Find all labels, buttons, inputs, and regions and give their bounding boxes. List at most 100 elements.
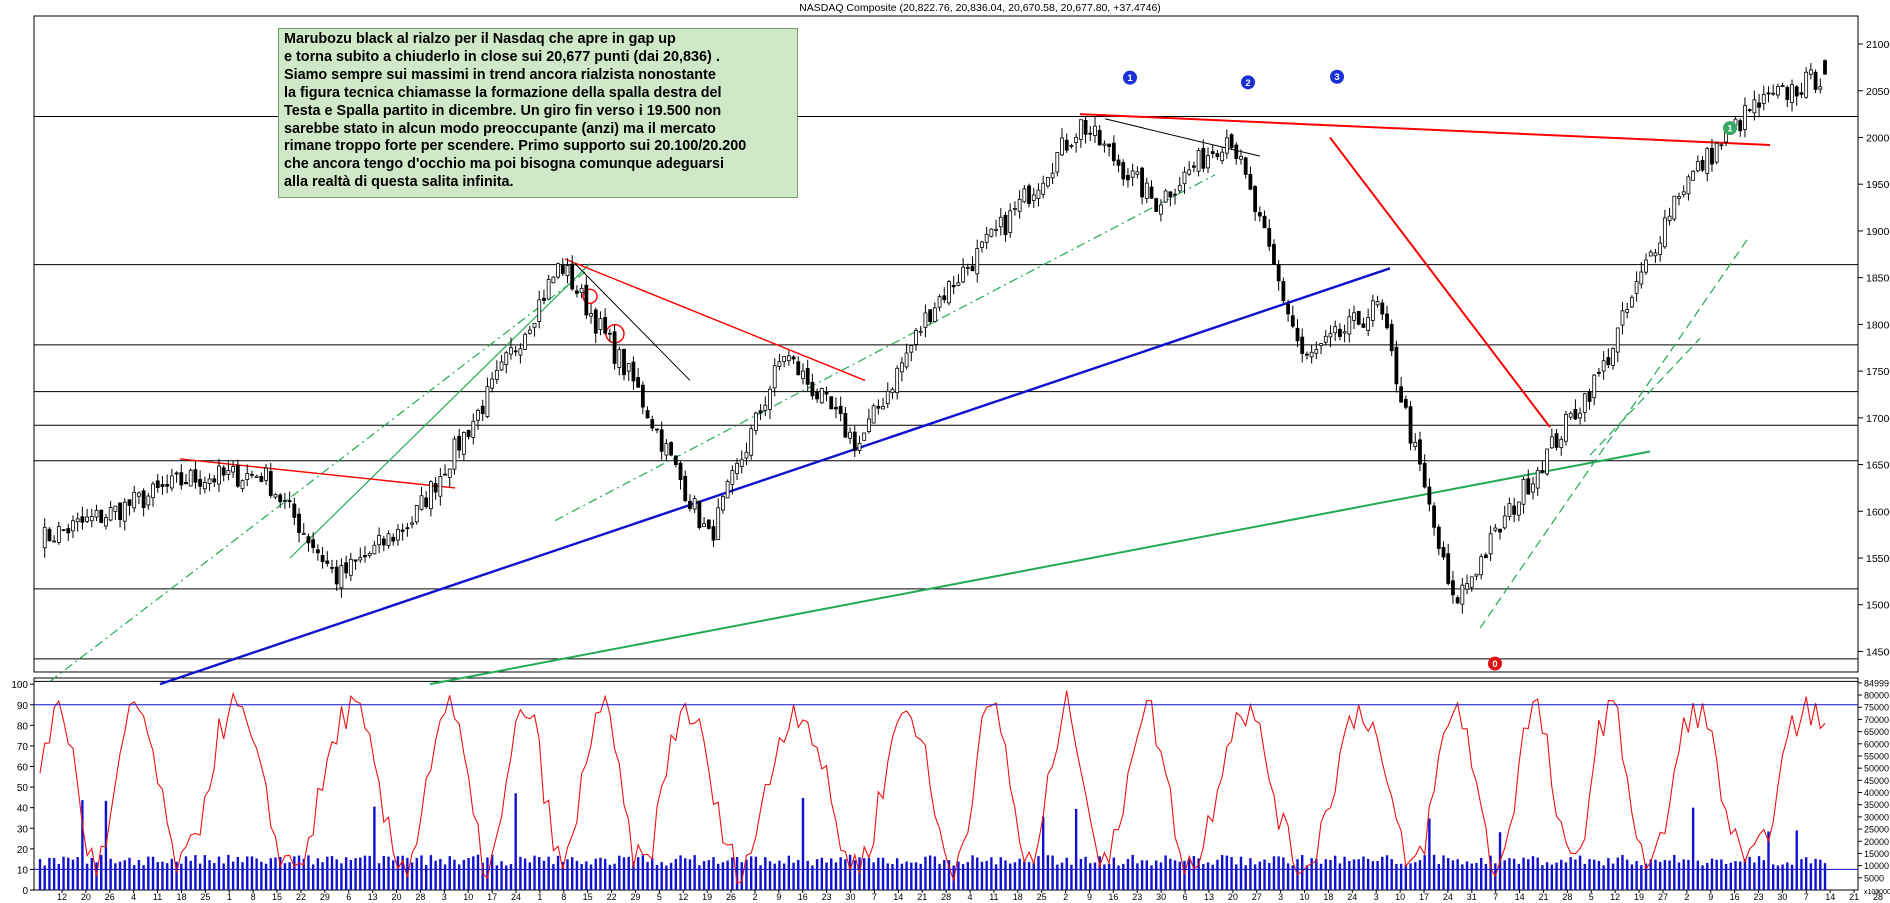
candle-body xyxy=(1045,177,1050,187)
candle-body xyxy=(405,527,410,530)
price-tick-label: 17000 xyxy=(1866,413,1890,425)
price-candles xyxy=(42,59,1827,614)
wave-marker-label: 1 xyxy=(1127,73,1133,84)
volume-bar xyxy=(1164,855,1167,890)
volume-bar xyxy=(651,858,654,890)
candle-body xyxy=(838,405,843,415)
candle-body xyxy=(532,322,537,328)
date-tick-label: 30 xyxy=(846,892,856,902)
volume-bar xyxy=(943,859,946,890)
date-tick-label: 7 xyxy=(1493,892,1498,902)
candle-body xyxy=(245,473,250,480)
candle-body xyxy=(782,356,787,362)
candle-body xyxy=(386,533,391,547)
volume-bar xyxy=(344,857,348,890)
volume-bar xyxy=(123,860,126,890)
volume-bar xyxy=(698,865,701,890)
candle-body xyxy=(1526,478,1531,495)
volume-bar xyxy=(1178,861,1181,890)
volume-bar xyxy=(76,857,79,890)
candle-body xyxy=(104,517,108,527)
note-line: sarebbe stato in alcun modo preoccupante… xyxy=(284,120,716,137)
date-tick-label: 21 xyxy=(917,892,927,902)
volume-bar xyxy=(505,865,508,890)
candle-body xyxy=(1055,152,1060,173)
candle-body xyxy=(71,520,75,532)
candle-body xyxy=(188,469,193,487)
volume-bar xyxy=(580,864,583,890)
volume-bar xyxy=(1541,865,1544,890)
candle-body xyxy=(424,497,429,508)
candle-body xyxy=(1107,143,1112,147)
candle-body xyxy=(1455,597,1460,604)
candle-body xyxy=(1342,331,1347,334)
volume-bar xyxy=(500,861,503,890)
candle-body xyxy=(1375,301,1380,306)
volume-bar xyxy=(1602,865,1605,890)
volume-bar xyxy=(1649,859,1652,890)
candle-body xyxy=(268,471,273,496)
volume-bar xyxy=(1795,830,1798,890)
candle-body xyxy=(306,536,311,544)
candle-body xyxy=(193,469,198,483)
volume-bar xyxy=(1484,863,1488,890)
candle-body xyxy=(810,381,815,397)
volume-bar xyxy=(622,857,626,890)
volume-bar xyxy=(872,862,875,890)
volume-tick-label: 60000 xyxy=(1864,739,1889,749)
volume-bar xyxy=(1550,864,1554,890)
candle-body xyxy=(141,490,146,508)
candle-body xyxy=(753,412,758,432)
volume-bar xyxy=(189,860,192,890)
volume-bar xyxy=(392,860,395,890)
volume-axis: 5000 10000 15000 20000 25000 30000 35000 40000 4… xyxy=(1858,678,1890,896)
candle-body xyxy=(1356,310,1361,325)
candle-body xyxy=(169,475,174,489)
volume-bar xyxy=(1338,863,1342,890)
candle-body xyxy=(956,282,961,286)
date-tick-label: 9 xyxy=(1708,892,1713,902)
volume-bar xyxy=(665,865,668,890)
horizontal-levels xyxy=(34,115,1858,682)
volume-bar xyxy=(1268,862,1271,890)
volume-bar xyxy=(1352,859,1356,890)
date-tick-label: 2 xyxy=(752,892,757,902)
candle-body xyxy=(358,557,363,561)
volume-bar xyxy=(1461,864,1464,890)
volume-bar xyxy=(1065,857,1068,890)
volume-bar xyxy=(1522,857,1525,890)
volume-bar xyxy=(1625,859,1629,890)
volume-bar xyxy=(1574,859,1577,890)
candle-body xyxy=(494,369,499,380)
osc-tick-label: 30 xyxy=(17,824,29,835)
volume-bar xyxy=(830,858,833,890)
wave-marker xyxy=(1488,656,1502,671)
candle-body xyxy=(1031,194,1036,201)
osc-tick-label: 50 xyxy=(17,783,29,794)
volume-bar xyxy=(1117,865,1120,890)
date-tick-label: 23 xyxy=(822,892,832,902)
candle-body xyxy=(499,361,504,371)
osc-tick-label: 60 xyxy=(17,763,29,774)
candle-body xyxy=(1135,171,1140,175)
candle-body xyxy=(480,405,485,415)
volume-bar xyxy=(1202,863,1205,890)
candle-body xyxy=(1681,191,1686,196)
candle-body xyxy=(1154,198,1159,212)
candle-body xyxy=(1286,303,1290,315)
volume-bar xyxy=(1593,859,1596,890)
candle-body xyxy=(1531,483,1535,493)
volume-bar xyxy=(754,856,758,890)
volume-bar xyxy=(867,857,871,890)
candle-body xyxy=(80,516,85,523)
candle-body xyxy=(1568,412,1573,418)
volume-bar xyxy=(67,857,70,890)
volume-bar xyxy=(1089,863,1092,890)
volume-bar xyxy=(613,863,616,890)
volume-bar xyxy=(1277,856,1280,890)
candle-body xyxy=(1069,144,1074,147)
note-line: e torna subito a chiuderlo in close sui … xyxy=(284,48,720,65)
price-tick-label: 18000 xyxy=(1866,319,1890,331)
volume-bar xyxy=(1456,859,1459,890)
volume-bar xyxy=(396,856,400,890)
